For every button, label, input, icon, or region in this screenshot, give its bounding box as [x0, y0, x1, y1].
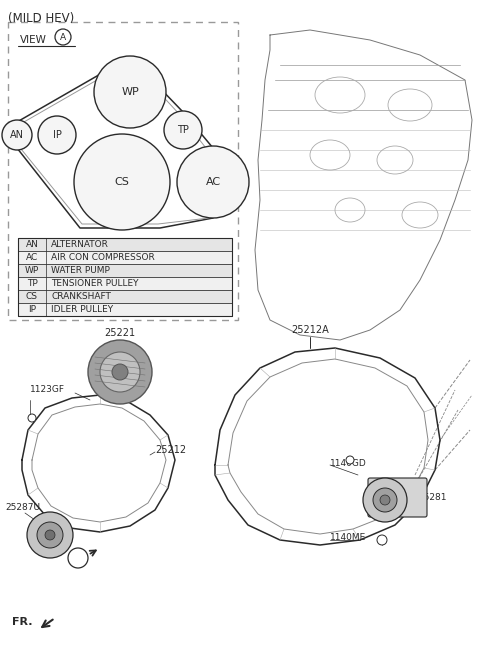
Bar: [18, 251, 232, 264]
Text: AIR CON COMPRESSOR: AIR CON COMPRESSOR: [51, 253, 155, 262]
Text: A: A: [75, 553, 81, 562]
Text: CS: CS: [115, 177, 130, 187]
Circle shape: [2, 120, 32, 150]
Circle shape: [88, 340, 152, 404]
Bar: [18, 238, 232, 316]
Circle shape: [55, 29, 71, 45]
Bar: [18, 290, 232, 303]
Circle shape: [45, 530, 55, 540]
Circle shape: [363, 478, 407, 522]
Text: IP: IP: [53, 130, 61, 140]
Text: AN: AN: [10, 130, 24, 140]
Circle shape: [377, 535, 387, 545]
Text: VIEW: VIEW: [20, 35, 47, 45]
Text: AN: AN: [25, 240, 38, 249]
Circle shape: [177, 146, 249, 218]
Circle shape: [38, 116, 76, 154]
Text: WATER PUMP: WATER PUMP: [51, 266, 110, 275]
Text: IP: IP: [28, 305, 36, 314]
Text: 1140ME: 1140ME: [330, 533, 366, 543]
Circle shape: [346, 456, 354, 464]
Circle shape: [28, 414, 36, 422]
Circle shape: [112, 364, 128, 380]
Circle shape: [380, 495, 390, 505]
Text: 25287U: 25287U: [5, 503, 40, 512]
Bar: [18, 238, 232, 251]
Circle shape: [37, 522, 63, 548]
Text: (MILD HEV): (MILD HEV): [8, 12, 74, 25]
Text: 25281: 25281: [418, 493, 446, 503]
Circle shape: [94, 56, 166, 128]
Circle shape: [27, 512, 73, 558]
Text: A: A: [60, 32, 66, 41]
Text: 25212A: 25212A: [291, 325, 329, 335]
Text: ALTERNATOR: ALTERNATOR: [51, 240, 109, 249]
Text: AC: AC: [26, 253, 38, 262]
Text: TP: TP: [26, 279, 37, 288]
Circle shape: [100, 352, 140, 392]
FancyBboxPatch shape: [368, 478, 427, 517]
Text: WP: WP: [25, 266, 39, 275]
Circle shape: [74, 134, 170, 230]
Text: TENSIONER PULLEY: TENSIONER PULLEY: [51, 279, 139, 288]
Text: FR.: FR.: [12, 617, 33, 627]
Text: WP: WP: [121, 87, 139, 97]
Circle shape: [373, 488, 397, 512]
Bar: [18, 277, 232, 290]
Text: CS: CS: [26, 292, 38, 301]
Text: AC: AC: [205, 177, 221, 187]
Text: 25212: 25212: [155, 445, 186, 455]
Bar: [18, 264, 232, 277]
Text: IDLER PULLEY: IDLER PULLEY: [51, 305, 113, 314]
Text: 1140GD: 1140GD: [330, 459, 367, 468]
Text: 1123GF: 1123GF: [30, 386, 65, 394]
Circle shape: [164, 111, 202, 149]
Text: TP: TP: [177, 125, 189, 135]
Bar: [18, 303, 232, 316]
Text: CRANKSHAFT: CRANKSHAFT: [51, 292, 111, 301]
Text: 25221: 25221: [105, 328, 135, 338]
Circle shape: [68, 548, 88, 568]
